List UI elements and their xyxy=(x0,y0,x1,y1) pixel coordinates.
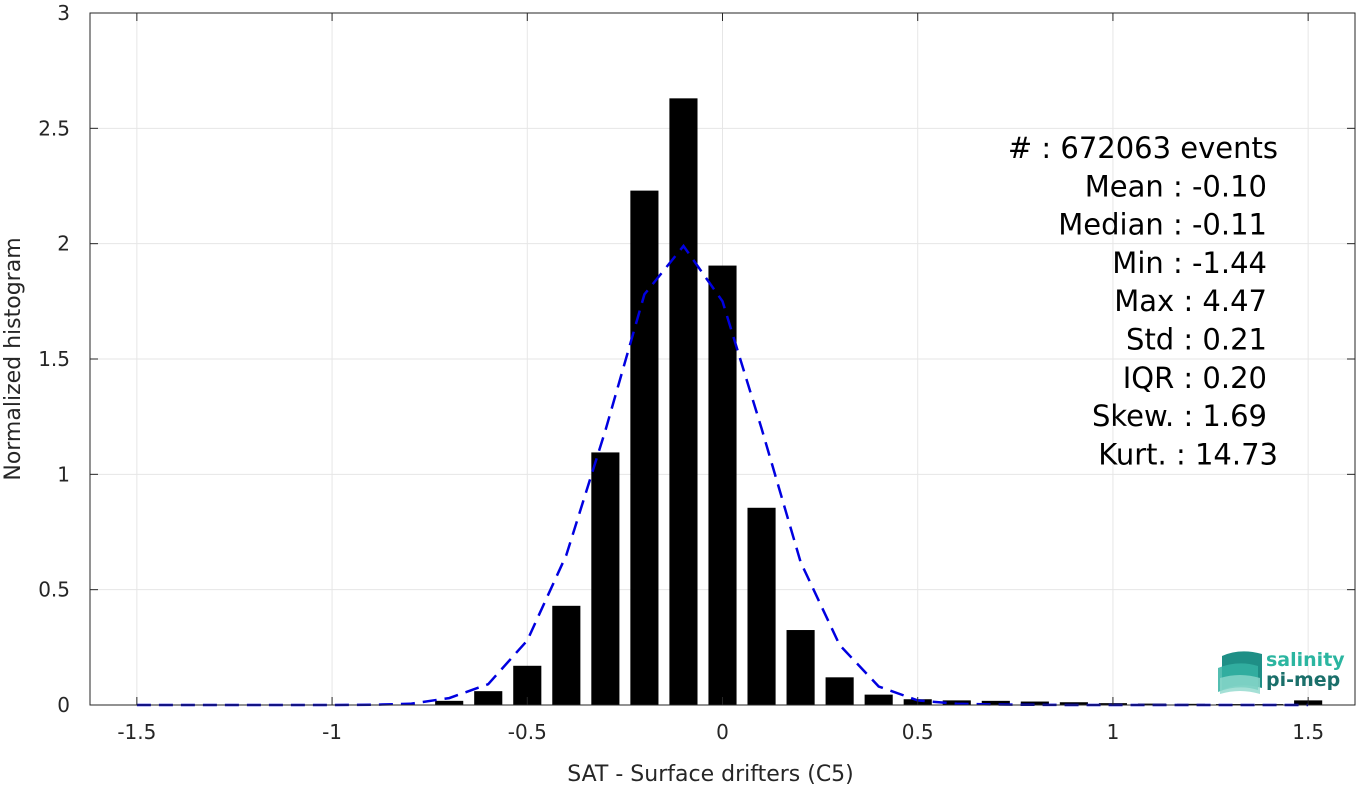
x-tick-label: 0.5 xyxy=(902,720,934,744)
stat-line: # : 672063 events xyxy=(1008,131,1278,165)
x-tick-label: -1.5 xyxy=(117,720,156,744)
y-axis-ticks: 0 0.5 1 1.5 2 2.5 3 xyxy=(38,1,1355,717)
histogram-bar xyxy=(981,700,1010,705)
x-tick-label: 1 xyxy=(1107,720,1120,744)
y-tick-label: 2.5 xyxy=(38,116,70,140)
histogram-bar xyxy=(669,98,698,705)
histogram-bar xyxy=(1176,703,1206,705)
histogram-bar xyxy=(474,691,503,705)
stat-line: Max : 4.47 xyxy=(1114,284,1267,318)
y-tick-label: 1 xyxy=(57,462,70,486)
x-tick-label: -1 xyxy=(322,720,342,744)
x-tick-label: 0 xyxy=(716,720,729,744)
x-tick-label: 1.5 xyxy=(1292,720,1324,744)
histogram-bar xyxy=(1059,702,1088,705)
salinity-pi-mep-logo: salinity pi-mep xyxy=(1218,649,1345,694)
logo-text-salinity: salinity xyxy=(1266,649,1345,671)
stat-line: Kurt. : 14.73 xyxy=(1098,437,1278,471)
histogram-bar xyxy=(1137,703,1167,705)
x-axis-ticks: -1.5 -1 -0.5 0 0.5 1 1.5 xyxy=(117,13,1324,744)
stat-line: IQR : 0.20 xyxy=(1123,361,1267,395)
logo-icon xyxy=(1218,651,1262,694)
histogram-bar xyxy=(786,630,815,705)
histogram-bar xyxy=(435,700,464,705)
histogram-bar xyxy=(747,507,776,705)
histogram-bar xyxy=(1020,701,1049,705)
y-tick-label: 0 xyxy=(57,693,70,717)
y-tick-label: 1.5 xyxy=(38,347,70,371)
histogram-bar xyxy=(630,190,659,705)
y-axis-label: Normalized histogram xyxy=(1,237,26,480)
stat-line: Median : -0.11 xyxy=(1058,208,1267,242)
y-tick-label: 3 xyxy=(57,1,70,25)
stats-box: # : 672063 events Mean : -0.10 Median : -0… xyxy=(1008,131,1278,471)
histogram-bar xyxy=(591,452,620,705)
stat-line: Mean : -0.10 xyxy=(1085,169,1267,203)
histogram-bar xyxy=(708,265,737,705)
y-tick-label: 0.5 xyxy=(38,578,70,602)
stat-line: Std : 0.21 xyxy=(1126,323,1267,357)
x-axis-label: SAT - Surface drifters (C5) xyxy=(567,762,854,785)
bars xyxy=(396,98,1323,706)
stat-line: Min : -1.44 xyxy=(1112,246,1267,280)
stat-line: Skew. : 1.69 xyxy=(1092,399,1267,433)
histogram-bar xyxy=(825,677,854,705)
x-tick-label: -0.5 xyxy=(508,720,547,744)
logo-text-pi-mep: pi-mep xyxy=(1266,669,1340,691)
histogram-bar xyxy=(552,605,581,705)
histogram-bar xyxy=(864,694,893,705)
y-tick-label: 2 xyxy=(57,232,70,256)
